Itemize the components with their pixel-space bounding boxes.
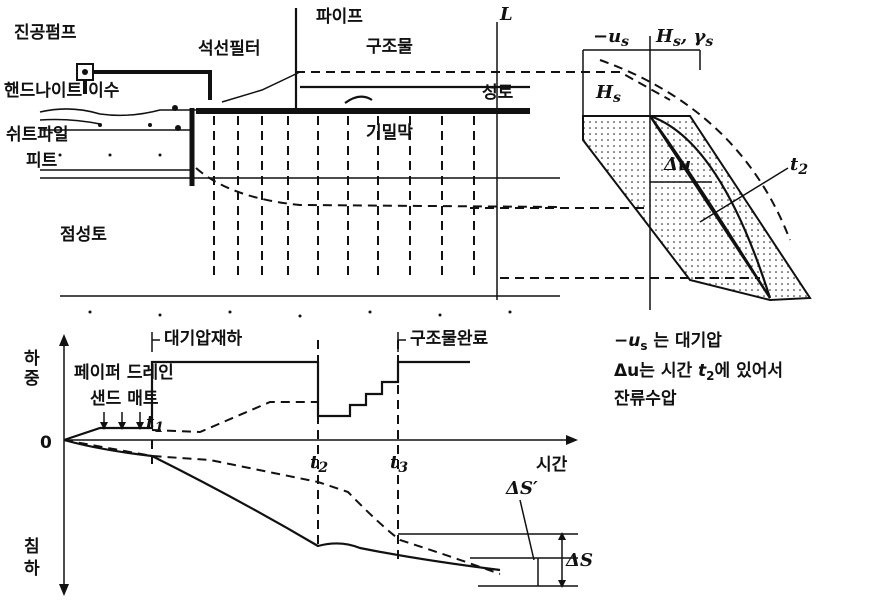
- t2-right-label: t2: [790, 154, 808, 178]
- paper-drain-label: 페이퍼 드레인: [74, 363, 174, 383]
- time-axis-label: 시간: [536, 455, 568, 475]
- t3-label: t3: [390, 452, 408, 476]
- clay-fill-label: 점성토: [60, 225, 107, 245]
- L-label: L: [499, 4, 513, 25]
- pit-label: 피트: [26, 151, 58, 171]
- structure-label: 구조물: [366, 37, 413, 57]
- delta-u-label: Δu: [663, 154, 691, 175]
- pipe-label: 파이프: [316, 7, 363, 27]
- pump-pipe-top: [93, 70, 212, 100]
- sand-mat-label: 샌드 매트: [90, 389, 159, 409]
- pressure-envelope: [582, 115, 812, 302]
- paper-drains: [213, 116, 475, 280]
- pressure-diagram: −us Hs, γs Hs Δu t2 −us 는 대기압 Δu는 시간 t2에…: [470, 26, 812, 409]
- load-axis-label-2: 중: [24, 369, 40, 389]
- t1-label: t1: [146, 412, 164, 436]
- load-axis-label-1: 하: [24, 349, 40, 369]
- cross-section: 진공펌프 파이프 구조물 석선필터 핸드나이트 이수 성토 쉬트파일 피트 기밀…: [4, 4, 671, 318]
- zero-label: 0: [40, 433, 52, 453]
- sheet-pile-label: 쉬트파일: [6, 125, 69, 145]
- structure-complete-label: 구조물완료: [410, 329, 489, 349]
- delta-s-prime-label: ΔS′: [505, 478, 538, 499]
- structure-outline: [296, 71, 671, 101]
- airtight-film-label: 기밀막: [366, 122, 413, 143]
- note-line-3: 잔류수압: [614, 388, 677, 409]
- settle-axis-label-2: 하: [24, 559, 40, 579]
- delta-s-label: ΔS: [565, 550, 593, 571]
- settlement-curve: [63, 438, 501, 572]
- suction-filter-label: 석선필터: [198, 39, 261, 59]
- time-diagram: 하 중 침 하 0 대기압재하 구조물완료 페이퍼 드레인 샌드 매트 시간 t…: [24, 328, 593, 596]
- load-curve: [63, 360, 470, 442]
- hs-gamma-label: Hs, γs: [655, 26, 713, 50]
- note-line-1: −us 는 대기압: [614, 330, 722, 353]
- fill-label: 성토: [482, 83, 514, 103]
- sand-import-label: 핸드나이트 이수: [4, 81, 120, 101]
- note-line-2: Δu는 시간 t2에 있어서: [614, 361, 783, 383]
- vacuum-pump-label: 진공펌프: [14, 23, 77, 43]
- t2-label: t2: [310, 452, 328, 476]
- hs-label: Hs: [595, 82, 621, 106]
- neg-ua-label: −us: [593, 26, 629, 50]
- atm-loading-label: 대기압재하: [164, 328, 243, 349]
- settle-axis-label-1: 침: [24, 536, 40, 557]
